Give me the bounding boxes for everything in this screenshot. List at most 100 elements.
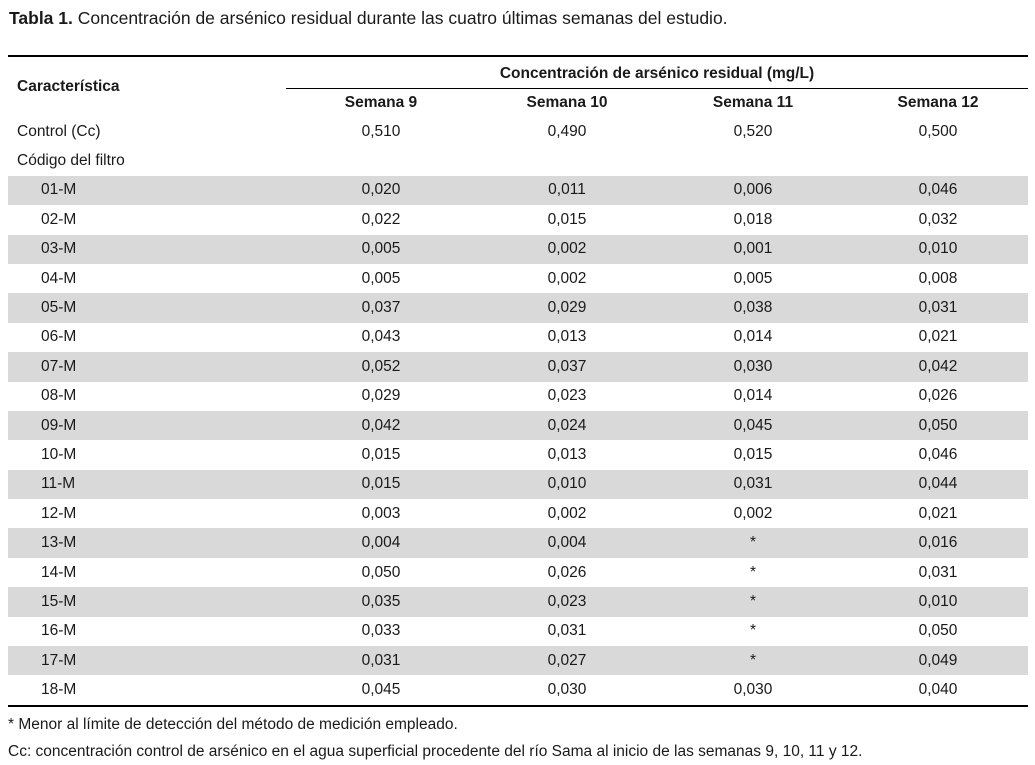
table-row: 07-M 0,052 0,037 0,030 0,042 — [8, 352, 1028, 382]
table-row: 08-M 0,029 0,023 0,014 0,026 — [8, 382, 1028, 411]
row-label: 10-M — [41, 445, 77, 463]
table-cell: 0,030 — [476, 675, 658, 707]
table-cell: 0,021 — [918, 328, 958, 346]
table-row: 06-M 0,043 0,013 0,014 0,021 — [8, 323, 1028, 352]
row-label: 09-M — [8, 410, 286, 441]
row-label: 03-M — [8, 234, 286, 264]
table-cell: * — [658, 646, 848, 676]
table-cell: 0,005 — [733, 269, 773, 287]
characteristic-column-header: Característica — [8, 55, 286, 117]
table-cell: 0,038 — [658, 293, 848, 323]
table-cell: 0,032 — [918, 210, 958, 228]
table-cell: 0,015 — [286, 469, 476, 500]
table-cell: 0,045 — [286, 675, 476, 707]
table-cell: 0,018 — [733, 210, 773, 228]
table-cell: 0,031 — [547, 622, 587, 640]
table-cell: 0,008 — [918, 269, 958, 287]
table-cell: 0,037 — [476, 352, 658, 382]
table-cell: 0,050 — [361, 563, 401, 581]
concentration-group-header: Concentración de arsénico residual (mg/L… — [286, 55, 1028, 89]
table-cell: 0,050 — [848, 410, 1028, 441]
table-cell: 0,022 — [361, 210, 401, 228]
table-cell: 0,046 — [848, 175, 1028, 206]
row-label: 06-M — [41, 328, 77, 346]
table-cell: 0,015 — [733, 445, 773, 463]
table-cell: 0,026 — [547, 563, 587, 581]
table-cell: 0,052 — [286, 352, 476, 382]
table-cell: 0,005 — [286, 234, 476, 264]
row-label: 17-M — [8, 646, 286, 676]
table-cell: 0,044 — [848, 469, 1028, 500]
table-cell: 0,023 — [476, 587, 658, 617]
row-label: 12-M — [41, 504, 77, 522]
row-label: Control (Cc) — [17, 122, 101, 140]
table-row: 13-M 0,004 0,004 * 0,016 — [8, 528, 1028, 558]
table-body: Control (Cc) 0,510 0,490 0,520 0,500 Cód… — [8, 117, 1028, 707]
table-cell: 0,045 — [658, 410, 848, 441]
row-label: 14-M — [41, 563, 77, 581]
table-cell: 0,046 — [918, 445, 958, 463]
table-cell: 0,026 — [918, 387, 958, 405]
row-label: 08-M — [41, 387, 77, 405]
table-cell: * — [749, 563, 757, 581]
section-label: Código del filtro — [17, 152, 125, 170]
table-cell: 0,011 — [476, 175, 658, 206]
table-cell: 0,004 — [286, 528, 476, 558]
table-cell: 0,042 — [848, 352, 1028, 382]
table-cell: 0,003 — [361, 504, 401, 522]
table-cell: 0,035 — [286, 587, 476, 617]
table-cell: 0,037 — [286, 293, 476, 323]
row-label: 11-M — [8, 469, 286, 500]
row-label: 01-M — [8, 175, 286, 206]
table-cell: 0,031 — [918, 563, 958, 581]
table-cell: 0,014 — [733, 387, 773, 405]
table-row: 16-M 0,033 0,031 * 0,050 — [8, 617, 1028, 646]
table-row: 14-M 0,050 0,026 * 0,031 — [8, 558, 1028, 587]
table-cell: 0,024 — [476, 410, 658, 441]
table-cell: 0,020 — [286, 175, 476, 206]
table-cell: 0,033 — [361, 622, 401, 640]
week-header: Semana 12 — [897, 94, 979, 111]
row-label: 05-M — [8, 293, 286, 323]
row-label: 18-M — [8, 675, 286, 707]
table-cell: 0,016 — [848, 528, 1028, 558]
table-cell: 0,030 — [658, 675, 848, 707]
table-cell: 0,500 — [918, 122, 958, 140]
table-cell: 0,031 — [848, 293, 1028, 323]
table-cell: * — [749, 622, 757, 640]
table-header: Característica Concentración de arsénico… — [8, 55, 1028, 117]
table-cell: 0,002 — [547, 269, 587, 287]
table-cell: 0,015 — [361, 445, 401, 463]
table-caption: Tabla 1. Concentración de arsénico resid… — [9, 7, 728, 29]
table-cell: 0,010 — [848, 587, 1028, 617]
table-row: 12-M 0,003 0,002 0,002 0,021 — [8, 499, 1028, 528]
table-cell: 0,002 — [476, 234, 658, 264]
table-cell: 0,043 — [361, 328, 401, 346]
table-cell: 0,023 — [547, 387, 587, 405]
table-cell: 0,004 — [476, 528, 658, 558]
arsenic-concentration-table: Característica Concentración de arsénico… — [8, 55, 1028, 707]
control-row: Control (Cc) 0,510 0,490 0,520 0,500 — [8, 117, 1028, 146]
row-label: 07-M — [8, 352, 286, 382]
table-cell: 0,049 — [848, 646, 1028, 676]
table-footnotes: * Menor al límite de detección del métod… — [8, 711, 862, 765]
caption-text: Concentración de arsénico residual duran… — [72, 8, 728, 28]
week-header: Semana 9 — [344, 94, 418, 111]
table-cell: 0,002 — [547, 504, 587, 522]
table-row: 15-M 0,035 0,023 * 0,010 — [8, 587, 1028, 617]
table-cell: 0,013 — [547, 445, 587, 463]
week-header: Semana 10 — [526, 94, 608, 111]
table-row: 03-M 0,005 0,002 0,001 0,010 — [8, 234, 1028, 264]
table-cell: 0,013 — [547, 328, 587, 346]
table-cell: 0,031 — [286, 646, 476, 676]
table-cell: 0,050 — [918, 622, 958, 640]
table-cell: 0,510 — [361, 122, 401, 140]
table-row: 05-M 0,037 0,029 0,038 0,031 — [8, 293, 1028, 323]
row-label: 16-M — [41, 622, 77, 640]
table-row: 09-M 0,042 0,024 0,045 0,050 — [8, 410, 1028, 441]
table-row: 04-M 0,005 0,002 0,005 0,008 — [8, 264, 1028, 293]
table-cell: 0,042 — [286, 410, 476, 441]
footnote-control-definition: Cc: concentración control de arsénico en… — [8, 743, 863, 760]
table-cell: 0,002 — [733, 504, 773, 522]
table-cell: 0,029 — [361, 387, 401, 405]
